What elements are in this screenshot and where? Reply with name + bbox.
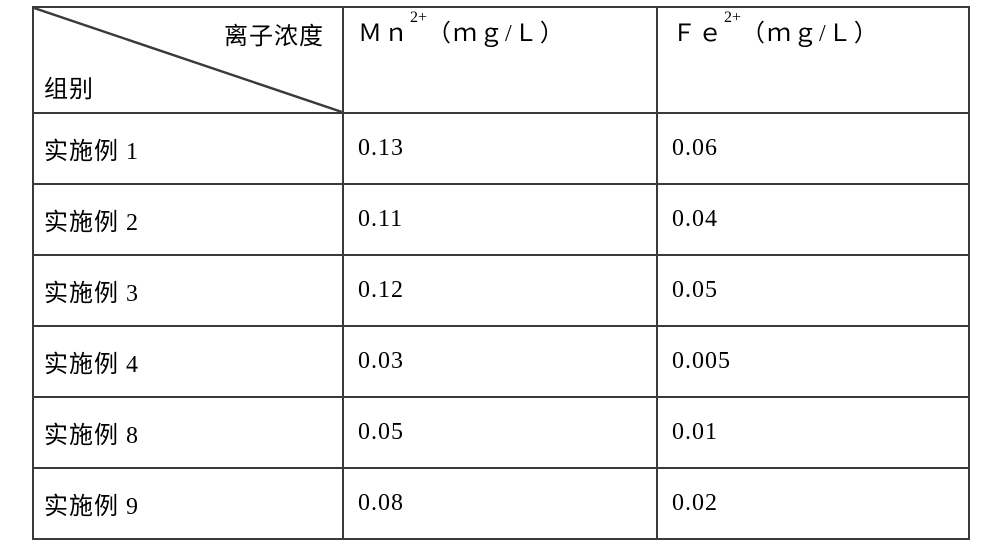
header-diag-top-label: 离子浓度 <box>224 16 324 51</box>
cell-mn: 0.08 <box>343 468 657 539</box>
cell-mn: 0.13 <box>343 113 657 184</box>
row-label: 实施例 2 <box>33 184 343 255</box>
fe-unit-close: ） <box>854 13 880 48</box>
table-row: 实施例 4 0.03 0.005 <box>33 326 969 397</box>
header-col-mn: Ｍｎ2+（ｍｇ/Ｌ） <box>343 7 657 113</box>
cell-fe: 0.05 <box>657 255 969 326</box>
mn-unit: ｍｇ/Ｌ <box>453 13 540 48</box>
row-label: 实施例 9 <box>33 468 343 539</box>
cell-fe: 0.06 <box>657 113 969 184</box>
fe-charge-sup: 2+ <box>724 9 741 27</box>
header-diag-cell: 离子浓度 组别 <box>33 7 343 113</box>
row-label: 实施例 4 <box>33 326 343 397</box>
header-col-fe: Ｆｅ2+（ｍｇ/Ｌ） <box>657 7 969 113</box>
row-label: 实施例 3 <box>33 255 343 326</box>
mn-charge-sup: 2+ <box>410 9 427 27</box>
cell-fe: 0.04 <box>657 184 969 255</box>
cell-mn: 0.11 <box>343 184 657 255</box>
mn-unit-close: ） <box>540 13 566 48</box>
cell-mn: 0.03 <box>343 326 657 397</box>
header-col-fe-wrap: Ｆｅ2+（ｍｇ/Ｌ） <box>658 3 968 117</box>
cell-fe: 0.01 <box>657 397 969 468</box>
table-row: 实施例 2 0.11 0.04 <box>33 184 969 255</box>
header-diag-bottom-label: 组别 <box>44 69 94 104</box>
data-table: 离子浓度 组别 Ｍｎ2+（ｍｇ/Ｌ） Ｆｅ2+（ｍｇ/Ｌ） 实施例 1 0.13… <box>32 6 970 540</box>
cell-fe: 0.005 <box>657 326 969 397</box>
mn-unit-open: （ <box>427 13 453 48</box>
header-col-mn-wrap: Ｍｎ2+（ｍｇ/Ｌ） <box>344 3 656 117</box>
fe-symbol: Ｆｅ <box>672 13 724 48</box>
fe-unit: ｍｇ/Ｌ <box>767 13 854 48</box>
row-label: 实施例 8 <box>33 397 343 468</box>
table-row: 实施例 9 0.08 0.02 <box>33 468 969 539</box>
cell-mn: 0.12 <box>343 255 657 326</box>
fe-unit-open: （ <box>741 13 767 48</box>
table-row: 实施例 1 0.13 0.06 <box>33 113 969 184</box>
table-header-row: 离子浓度 组别 Ｍｎ2+（ｍｇ/Ｌ） Ｆｅ2+（ｍｇ/Ｌ） <box>33 7 969 113</box>
cell-mn: 0.05 <box>343 397 657 468</box>
table-row: 实施例 8 0.05 0.01 <box>33 397 969 468</box>
cell-fe: 0.02 <box>657 468 969 539</box>
table-row: 实施例 3 0.12 0.05 <box>33 255 969 326</box>
row-label: 实施例 1 <box>33 113 343 184</box>
header-diag-wrap: 离子浓度 组别 <box>34 8 342 112</box>
mn-symbol: Ｍｎ <box>358 13 410 48</box>
page: 离子浓度 组别 Ｍｎ2+（ｍｇ/Ｌ） Ｆｅ2+（ｍｇ/Ｌ） 实施例 1 0.13… <box>0 0 1000 548</box>
